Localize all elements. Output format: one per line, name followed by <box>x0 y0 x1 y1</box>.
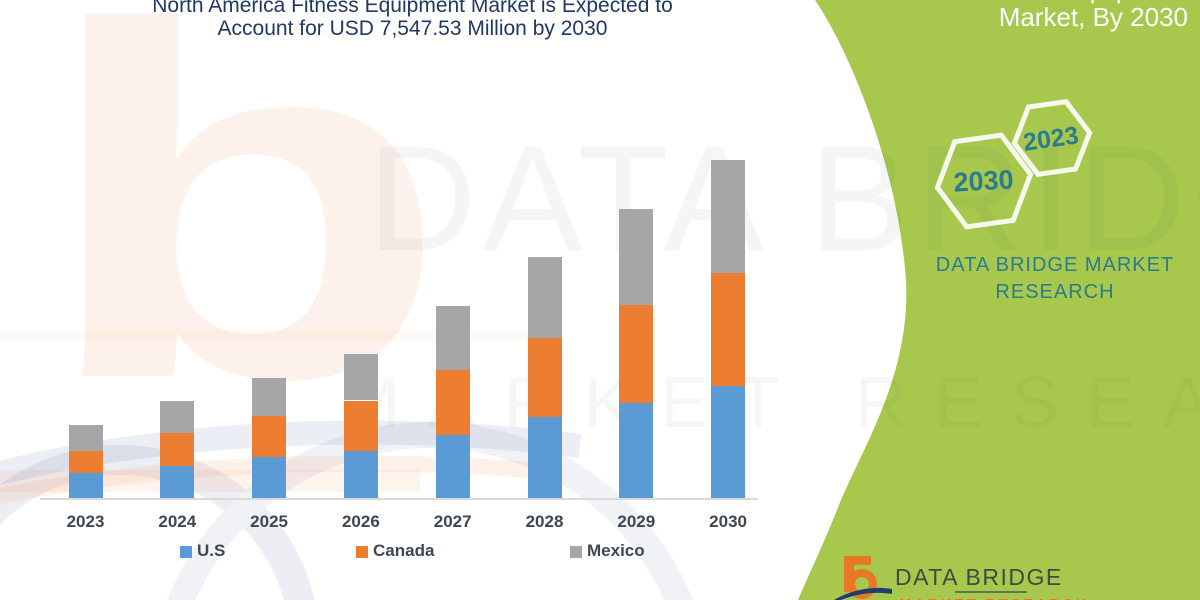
logo-swoosh <box>834 587 892 600</box>
legend-label: U.S <box>197 541 226 560</box>
x-axis-label-2029: 2029 <box>617 512 656 531</box>
bar-segment-mexico-2023 <box>68 425 103 451</box>
legend-swatch <box>180 546 192 558</box>
year-hexagons: 2030 2023 <box>934 99 1093 230</box>
footer-tagline-text: MARKET RESEARCH <box>899 596 1089 600</box>
bar-segment-us-2028 <box>527 416 562 499</box>
bar-segment-mexico-2025 <box>252 377 287 417</box>
watermark-band <box>0 470 420 492</box>
watermark-b-glyph: b <box>38 0 451 482</box>
hexagon-2023-label: 2023 <box>1021 121 1080 156</box>
x-axis-line <box>40 498 758 500</box>
footer-logo-mark <box>834 556 892 600</box>
x-axis-label-2030: 2030 <box>709 512 747 531</box>
panel-heading-clipped: North America Fitness Equipment <box>801 0 1188 4</box>
brand-text-block: DATA BRIDGE MARKET RESEARCH <box>915 252 1195 306</box>
x-axis-label-2025: 2025 <box>250 512 288 531</box>
hexagon-outline <box>1011 99 1093 177</box>
logo-b-bowl <box>847 569 877 599</box>
chart-title: North America Fitness Equipment Market i… <box>55 0 770 40</box>
bar-segment-mexico-2027 <box>435 305 470 370</box>
hexagon-2030-label: 2030 <box>953 164 1015 197</box>
bar-segment-canada-2029 <box>619 305 654 403</box>
bar-segment-us-2024 <box>160 465 195 499</box>
bar-segment-us-2027 <box>435 434 470 499</box>
bar-segment-mexico-2028 <box>527 256 562 339</box>
chart-title-line1: North America Fitness Equipment Market i… <box>152 0 673 17</box>
bar-segment-us-2025 <box>252 457 287 499</box>
x-axis-label-2026: 2026 <box>341 512 380 531</box>
x-axis-label-2028: 2028 <box>525 512 564 531</box>
bar-segment-canada-2027 <box>435 369 470 435</box>
bar-segment-canada-2026 <box>343 400 378 451</box>
logo-b-stem <box>844 556 854 592</box>
x-axis-label-2023: 2023 <box>66 512 105 531</box>
bar-segment-mexico-2030 <box>711 160 746 273</box>
bar-segment-canada-2023 <box>68 450 103 474</box>
legend-swatch <box>570 546 582 558</box>
bar-segment-canada-2028 <box>527 338 562 417</box>
hexagon-2030 <box>934 132 1034 230</box>
bar-segment-us-2023 <box>68 473 103 499</box>
watermark-circle <box>0 445 315 600</box>
legend-swatch <box>356 546 368 558</box>
panel-heading: Market, By 2030 <box>998 2 1188 32</box>
bar-segment-canada-2024 <box>160 433 195 466</box>
footer-brand-underline <box>955 591 1027 593</box>
bar-segment-us-2026 <box>343 450 378 499</box>
bar-segment-canada-2030 <box>711 272 746 386</box>
bar-segment-mexico-2029 <box>619 209 654 305</box>
hexagon-outline <box>934 132 1034 230</box>
brand-line2: RESEARCH <box>995 281 1115 303</box>
x-axis-label-2024: 2024 <box>158 512 197 531</box>
bar-segment-mexico-2024 <box>160 401 195 434</box>
bar-segment-us-2029 <box>619 403 654 499</box>
hexagon-2023 <box>1011 99 1093 177</box>
legend-label: Canada <box>373 541 435 560</box>
legend-label: Mexico <box>587 541 645 560</box>
watermark-band <box>0 330 560 341</box>
x-axis-label-2027: 2027 <box>433 512 472 531</box>
watermark-circle <box>167 422 693 600</box>
footer-brand-text: DATA BRIDGE <box>895 564 1063 590</box>
bar-segment-mexico-2026 <box>343 353 378 401</box>
stacked-bar-chart: 2023 2024 2025 2026 2027 2028 2029 2030 U.S Cana… <box>40 160 758 560</box>
chart-title-line2: Account for USD 7,547.53 Million by 2030 <box>217 17 608 40</box>
bar-segment-canada-2025 <box>252 416 287 458</box>
bar-segment-us-2030 <box>711 385 746 499</box>
brand-line1: DATA BRIDGE MARKET <box>935 254 1175 276</box>
side-panel-shape <box>798 0 1200 600</box>
